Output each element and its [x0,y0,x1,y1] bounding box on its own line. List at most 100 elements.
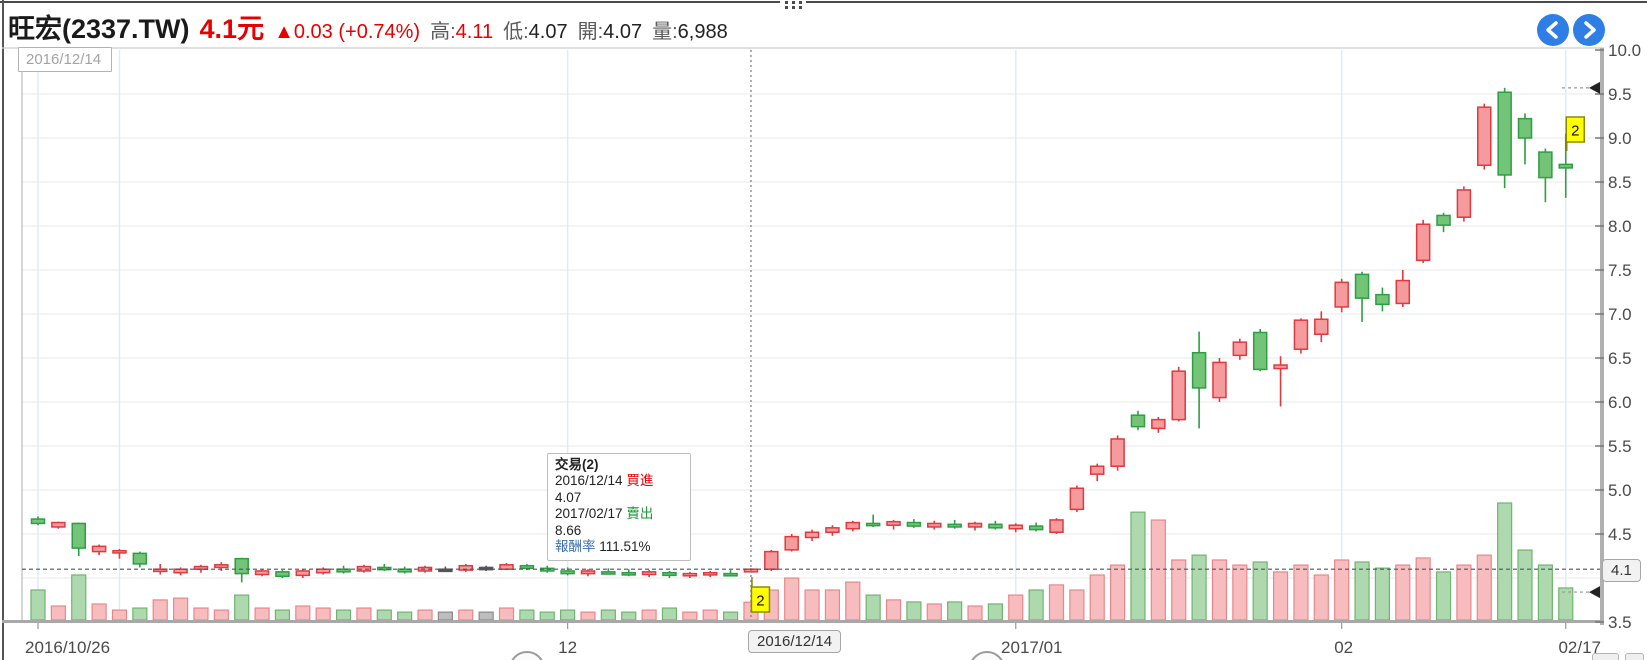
volume-bar[interactable] [91,603,107,621]
volume-bar[interactable] [845,581,861,621]
volume-bar[interactable] [784,577,800,621]
candle[interactable] [1232,341,1248,357]
candle[interactable] [275,571,290,577]
candle[interactable] [214,564,229,569]
candle[interactable] [1252,331,1268,371]
volume-bar[interactable] [519,609,535,621]
candle[interactable] [132,552,148,565]
candle[interactable] [1497,91,1512,176]
volume-bar[interactable] [356,607,372,621]
volume-bar[interactable] [478,611,494,621]
volume-bar[interactable] [1374,567,1391,621]
volume-bar[interactable] [967,605,983,621]
volume-bar[interactable] [1497,502,1513,621]
candle[interactable] [91,545,107,553]
volume-bar[interactable] [152,599,168,621]
volume-bar[interactable] [1150,519,1166,621]
candle[interactable] [1456,189,1472,218]
candle[interactable] [1558,163,1573,169]
zoom-control-button[interactable] [1625,653,1644,660]
volume-bar[interactable] [234,594,250,621]
candle[interactable] [682,572,698,577]
volume-bar[interactable] [193,607,209,621]
volume-bar[interactable] [132,607,148,621]
candle[interactable] [254,570,270,576]
candle[interactable] [1171,370,1186,421]
zoom-control-button[interactable] [1592,653,1619,660]
volume-bar[interactable] [437,611,453,621]
candle[interactable] [234,557,249,575]
volume-bar[interactable] [458,609,474,621]
volume-bar[interactable] [947,601,963,621]
candle[interactable] [356,565,372,572]
candle[interactable] [1314,318,1329,335]
candle[interactable] [519,564,535,570]
candle[interactable] [336,568,351,573]
volume-bar[interactable] [274,609,291,621]
volume-bar[interactable] [621,611,637,621]
next-button[interactable] [1573,14,1605,46]
volume-bar[interactable] [804,589,820,621]
candle[interactable] [865,522,881,527]
candle[interactable] [499,564,514,570]
candle[interactable] [1130,414,1146,428]
candle[interactable] [152,568,168,573]
candle[interactable] [1273,364,1288,370]
candle[interactable] [173,568,188,574]
volume-bar[interactable] [1476,554,1492,621]
volume-bar[interactable] [1089,574,1105,621]
volume-bar[interactable] [295,605,311,621]
volume-bar[interactable] [1232,564,1248,621]
candle[interactable] [723,572,738,577]
volume-bar[interactable] [172,597,189,621]
buy-marker-flag[interactable] [750,586,771,613]
candle[interactable] [397,568,412,573]
volume-bar[interactable] [1456,564,1472,621]
candle[interactable] [1395,279,1411,305]
candle[interactable] [560,570,575,575]
volume-bar[interactable] [1191,554,1207,621]
candle[interactable] [1477,106,1492,167]
candle[interactable] [377,566,392,571]
candle[interactable] [112,549,127,554]
volume-bar[interactable] [1313,574,1329,621]
candle[interactable] [1191,351,1207,389]
candle[interactable] [927,522,942,528]
candle[interactable] [988,523,1003,529]
volume-bar[interactable] [417,609,433,621]
candle[interactable] [906,521,922,527]
candle[interactable] [30,518,46,525]
volume-bar[interactable] [560,609,576,621]
sell-marker-flag[interactable] [1565,116,1585,143]
candle[interactable] [1049,519,1064,533]
candle[interactable] [702,571,718,576]
candle[interactable] [1110,438,1125,467]
volume-bar[interactable] [1048,584,1065,621]
volume-bar[interactable] [1354,561,1370,621]
volume-bar[interactable] [1435,571,1452,621]
candle[interactable] [621,571,636,576]
volume-bar[interactable] [987,603,1003,621]
volume-bar[interactable] [315,607,331,621]
candle[interactable] [784,535,799,551]
candle[interactable] [51,521,66,528]
volume-bar[interactable] [71,574,87,621]
volume-bar[interactable] [1028,589,1044,621]
candle[interactable] [1375,293,1390,306]
candle[interactable] [1415,223,1431,262]
volume-bar[interactable] [580,611,596,621]
candle[interactable] [601,571,616,575]
candle[interactable] [662,571,677,577]
volume-bar[interactable] [661,607,678,621]
candle[interactable] [295,570,311,577]
candle[interactable] [825,527,840,533]
candle[interactable] [947,523,962,528]
volume-bar[interactable] [1272,571,1289,621]
candle[interactable] [1151,418,1166,430]
volume-bar[interactable] [1395,564,1411,621]
volume-bar[interactable] [1008,594,1024,621]
volume-bar[interactable] [30,589,46,621]
volume-bar[interactable] [865,594,881,621]
volume-bar[interactable] [1293,564,1309,621]
